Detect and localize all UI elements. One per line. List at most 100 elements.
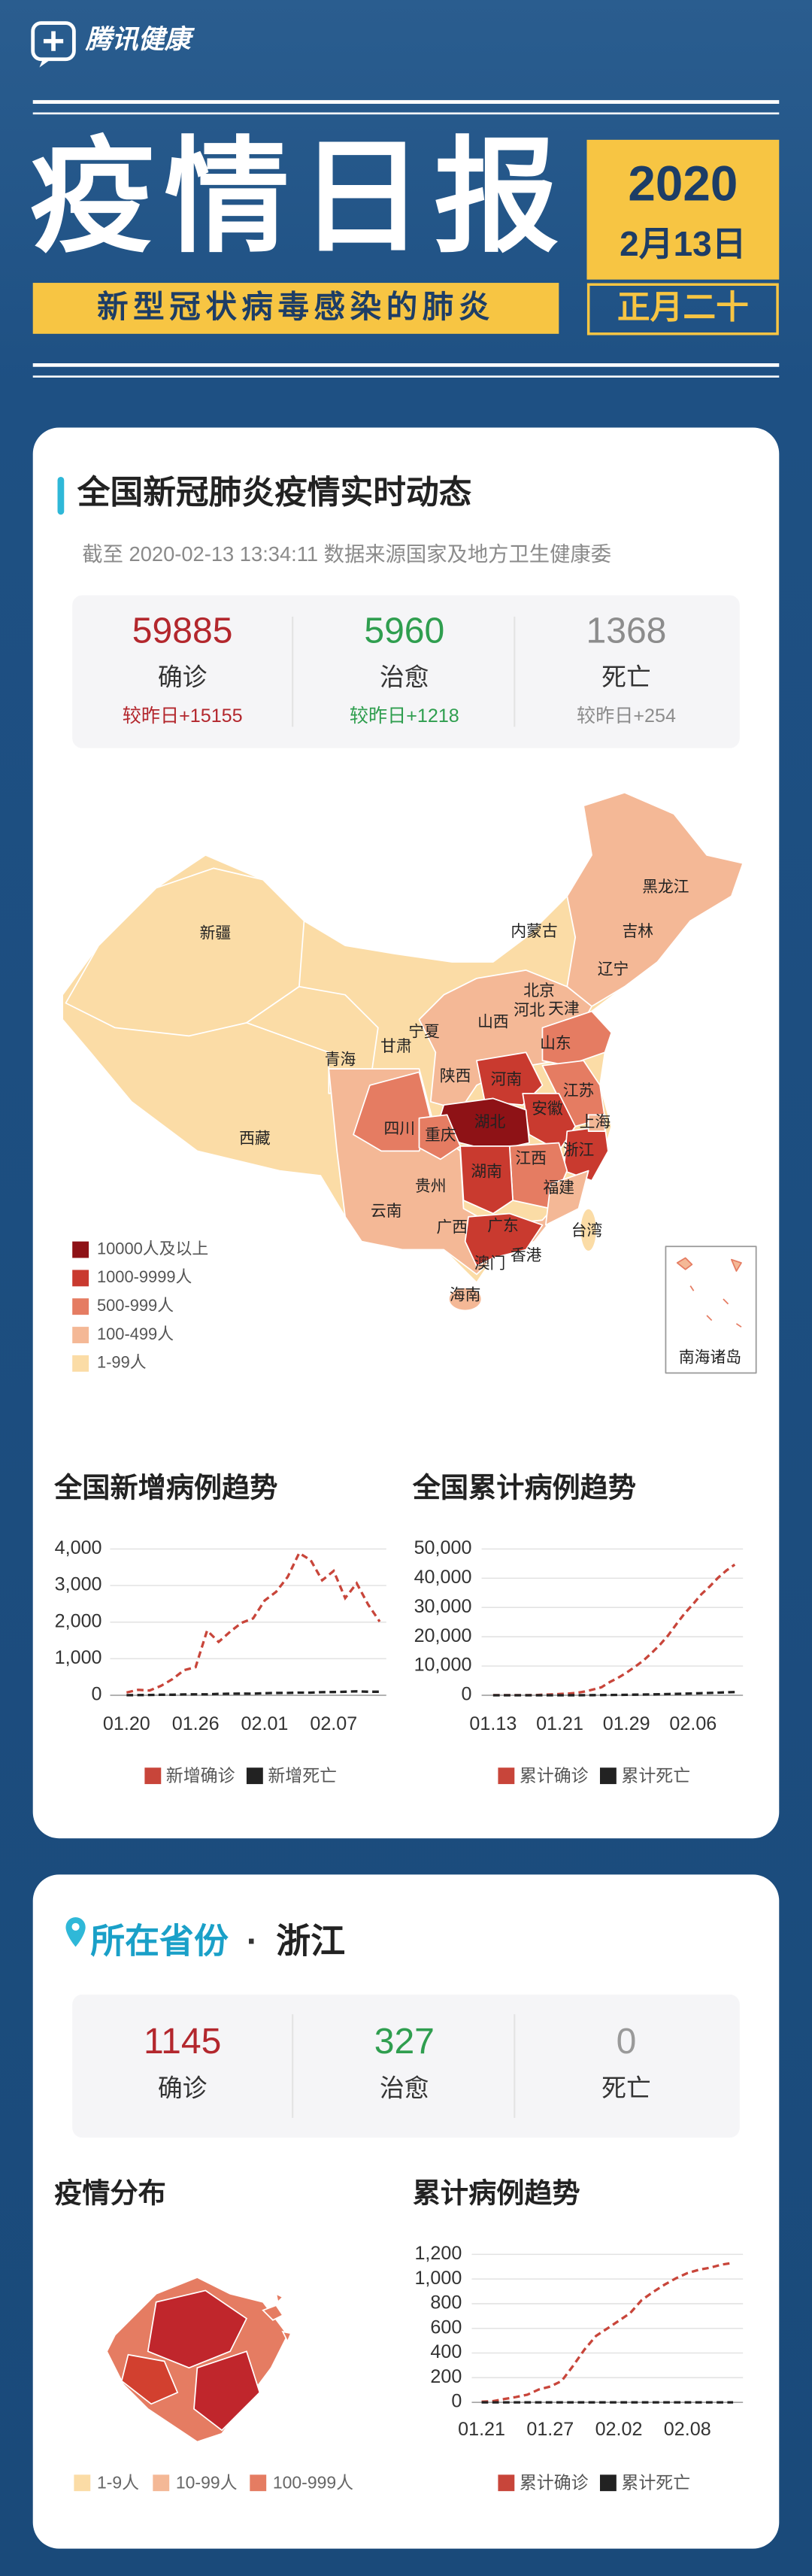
data-line	[481, 2262, 734, 2403]
y-tick-label: 600	[430, 2317, 462, 2338]
region-label: 湖南	[471, 1163, 502, 1180]
legend-label: 100-999人	[273, 2472, 353, 2492]
region-label: 吉林	[623, 923, 654, 940]
stat-value: 0	[617, 2021, 637, 2062]
stat-delta: 较昨日+1218	[350, 705, 459, 727]
region-label: 黑龙江	[642, 878, 689, 896]
region-label: 天津	[548, 1000, 580, 1018]
x-tick-label: 02.08	[664, 2419, 711, 2440]
legend-swatch	[498, 2474, 515, 2492]
legend-label: 10000人及以上	[97, 1239, 208, 1258]
legend-swatch	[72, 1298, 89, 1315]
x-tick-label: 01.20	[103, 1713, 150, 1734]
legend-label: 累计确诊	[520, 1765, 589, 1785]
region-label: 台湾	[571, 1222, 603, 1239]
accent-bar	[57, 477, 65, 515]
legend-swatch	[250, 2474, 267, 2492]
legend-label: 100-499人	[97, 1324, 174, 1343]
stat-value: 327	[374, 2021, 435, 2062]
y-tick-label: 50,000	[414, 1537, 472, 1558]
region-label: 江西	[515, 1150, 547, 1167]
x-tick-label: 02.02	[595, 2419, 643, 2440]
y-tick-label: 1,000	[55, 1647, 102, 1668]
x-tick-label: 01.26	[172, 1713, 220, 1734]
brand-logo	[31, 21, 76, 68]
region-label: 陕西	[440, 1067, 471, 1085]
separator: ·	[247, 1921, 258, 1960]
y-tick-label: 800	[430, 2292, 462, 2314]
legend-label: 新增死亡	[268, 1765, 337, 1785]
region-label: 新疆	[200, 924, 232, 942]
legend-swatch	[72, 1355, 89, 1372]
map-title: 疫情分布	[54, 2177, 166, 2208]
region-label: 香港	[511, 1247, 542, 1264]
region-label: 广东	[487, 1217, 519, 1234]
y-tick-label: 0	[461, 1684, 471, 1705]
region-label: 山东	[540, 1035, 571, 1052]
data-line	[126, 1551, 381, 1694]
y-tick-label: 40,000	[414, 1567, 472, 1588]
region-label: 内蒙古	[511, 923, 557, 940]
legend-label: 500-999人	[97, 1296, 174, 1315]
y-tick-label: 3,000	[55, 1574, 102, 1595]
legend-swatch	[498, 1767, 515, 1785]
y-tick-label: 30,000	[414, 1596, 472, 1617]
legend-label: 1-99人	[97, 1353, 147, 1372]
region-label: 贵州	[415, 1178, 447, 1195]
legend-label: 累计死亡	[621, 2472, 690, 2492]
legend-swatch	[599, 2474, 617, 2492]
legend-label: 累计确诊	[520, 2472, 589, 2492]
region-label: 重庆	[425, 1127, 456, 1144]
brand: 腾讯健康	[85, 25, 195, 54]
stat-value: 5960	[364, 610, 444, 651]
legend-label: 1000-9999人	[97, 1267, 192, 1286]
x-tick-label: 02.07	[310, 1713, 357, 1734]
region-label: 安徽	[532, 1100, 563, 1118]
stats-box	[72, 1994, 740, 2138]
y-tick-label: 20,000	[414, 1625, 472, 1646]
region-label: 河北	[514, 1002, 545, 1019]
stat-value: 1145	[144, 2021, 221, 2062]
region-label: 澳门	[474, 1255, 506, 1273]
region-label: 北京	[523, 982, 555, 1000]
pin-icon	[65, 1917, 86, 1947]
legend-swatch	[72, 1327, 89, 1343]
region-label: 云南	[371, 1203, 402, 1220]
stat-label: 治愈	[380, 2074, 429, 2101]
stat-delta: 较昨日+254	[577, 705, 676, 727]
y-tick-label: 2,000	[55, 1610, 102, 1631]
subtitle: 新型冠状病毒感染的肺炎	[97, 289, 495, 324]
region-label: 湖北	[474, 1114, 506, 1131]
stat-value: 1368	[586, 610, 666, 651]
stat-delta: 较昨日+15155	[123, 705, 243, 727]
region-label: 甘肃	[380, 1038, 412, 1055]
x-tick-label: 01.21	[458, 2419, 505, 2440]
region-label: 广西	[436, 1219, 468, 1236]
x-tick-label: 01.27	[526, 2419, 574, 2440]
legend-label: 累计死亡	[621, 1765, 690, 1785]
stat-label: 治愈	[380, 663, 429, 691]
legend-swatch	[144, 1767, 162, 1785]
y-tick-label: 200	[430, 2366, 462, 2387]
china-map	[62, 791, 757, 1374]
region-label: 山西	[477, 1013, 509, 1030]
region-label: 青海	[325, 1051, 356, 1069]
region-label: 福建	[544, 1179, 575, 1197]
y-tick-label: 1,000	[414, 2268, 462, 2289]
stat-label: 死亡	[601, 663, 651, 691]
stat-label: 死亡	[601, 2074, 651, 2101]
chart-title: 全国累计病例趋势	[412, 1472, 636, 1503]
region-label: 西藏	[239, 1130, 271, 1148]
region-label: 南海诸岛	[679, 1349, 741, 1366]
legend-label: 1-9人	[97, 2472, 139, 2492]
province-heading: 所在省份	[90, 1921, 229, 1960]
legend-swatch	[72, 1241, 89, 1258]
chart-title: 全国新增病例趋势	[53, 1472, 277, 1503]
province-card	[32, 1874, 780, 2549]
legend-swatch	[72, 1270, 89, 1287]
region-label: 宁夏	[408, 1023, 440, 1040]
stats-box	[72, 595, 740, 748]
year: 2020	[628, 156, 738, 211]
